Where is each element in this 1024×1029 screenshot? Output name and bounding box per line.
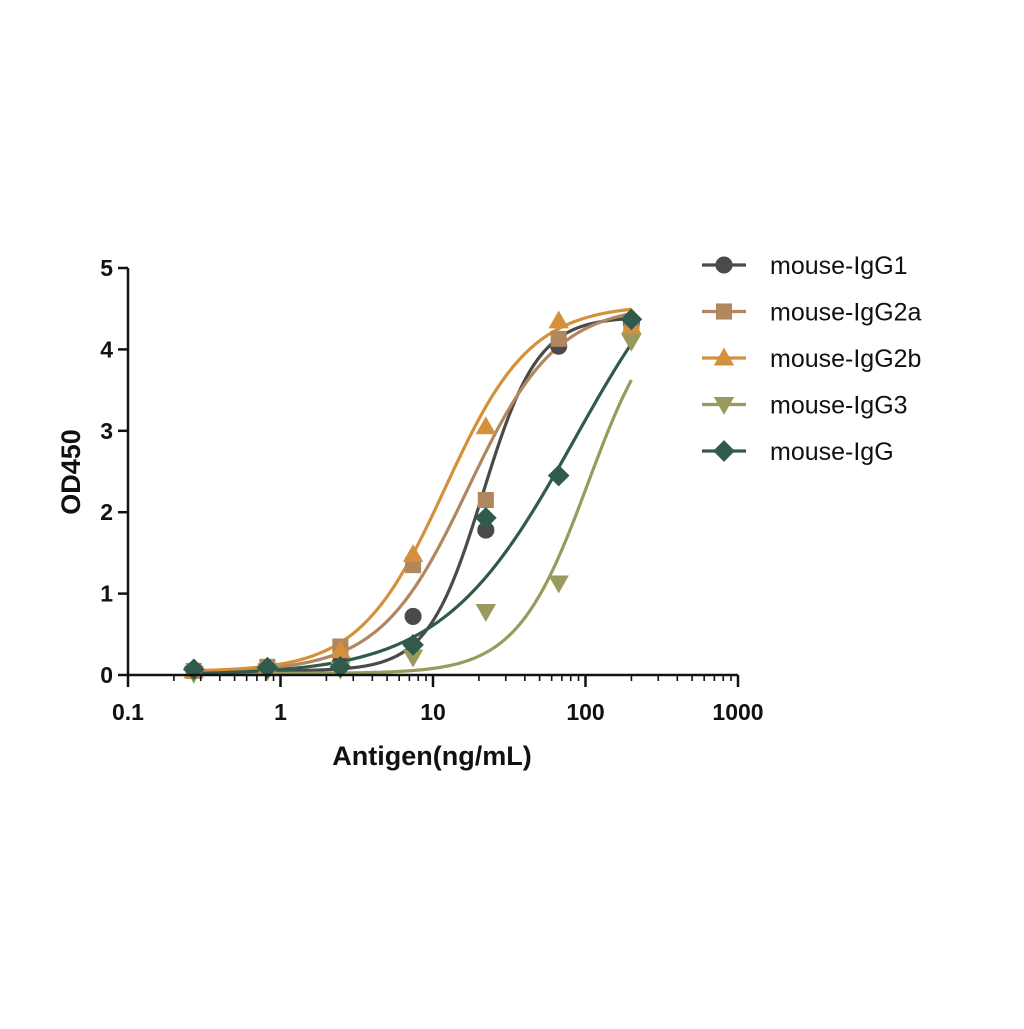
x-tick-label: 10 [420, 699, 446, 725]
data-point-mouse-IgG2b [475, 416, 497, 435]
data-point-mouse-IgG [547, 464, 570, 487]
legend: mouse-IgG1 mouse-IgG2a mouse-IgG2b mouse-Ig… [702, 252, 922, 466]
data-point-mouse-IgG1 [404, 607, 422, 625]
data-point-mouse-IgG [402, 634, 424, 656]
y-tick-label: 0 [100, 662, 113, 688]
y-axis-title: OD450 [56, 429, 86, 515]
data-point-mouse-IgG3 [475, 603, 497, 622]
data-point-mouse-IgG2b [548, 310, 569, 329]
y-tick-label: 5 [100, 255, 113, 281]
legend-label: mouse-IgG3 [770, 392, 908, 420]
x-tick-label: 100 [566, 699, 604, 725]
x-axis-title: Antigen(ng/mL) [332, 741, 531, 771]
data-point-mouse-IgG [474, 507, 497, 529]
legend-label: mouse-IgG1 [770, 252, 908, 280]
legend-marker [715, 303, 733, 320]
fit-curve-mouse-IgG3 [193, 379, 633, 675]
x-tick-label: 1000 [712, 699, 763, 725]
legend-marker [715, 256, 733, 274]
y-tick-label: 3 [100, 418, 113, 444]
axes: 0 1 2 3 4 5 0.1 1 10 100 1000 [100, 255, 763, 725]
y-tick-label: 4 [100, 336, 113, 362]
data-points [182, 308, 643, 684]
data-point-mouse-IgG [329, 656, 352, 678]
y-tick-label: 1 [100, 581, 113, 607]
x-tick-label: 0.1 [112, 699, 144, 725]
data-point-mouse-IgG2a [477, 491, 494, 509]
data-point-mouse-IgG3 [548, 575, 569, 594]
data-point-mouse-IgG2a [550, 330, 567, 347]
legend-marker [713, 347, 735, 366]
legend-label: mouse-IgG [770, 438, 894, 466]
legend-marker [713, 396, 735, 415]
legend-marker [713, 440, 735, 462]
legend-label: mouse-IgG2a [770, 299, 922, 327]
data-point-mouse-IgG2b [402, 544, 424, 563]
legend-label: mouse-IgG2b [770, 345, 921, 373]
y-tick-label: 2 [100, 499, 113, 525]
x-tick-label: 1 [274, 699, 287, 725]
data-point-mouse-IgG [256, 656, 279, 679]
data-point-mouse-IgG [620, 308, 643, 331]
data-point-mouse-IgG3 [621, 333, 642, 352]
